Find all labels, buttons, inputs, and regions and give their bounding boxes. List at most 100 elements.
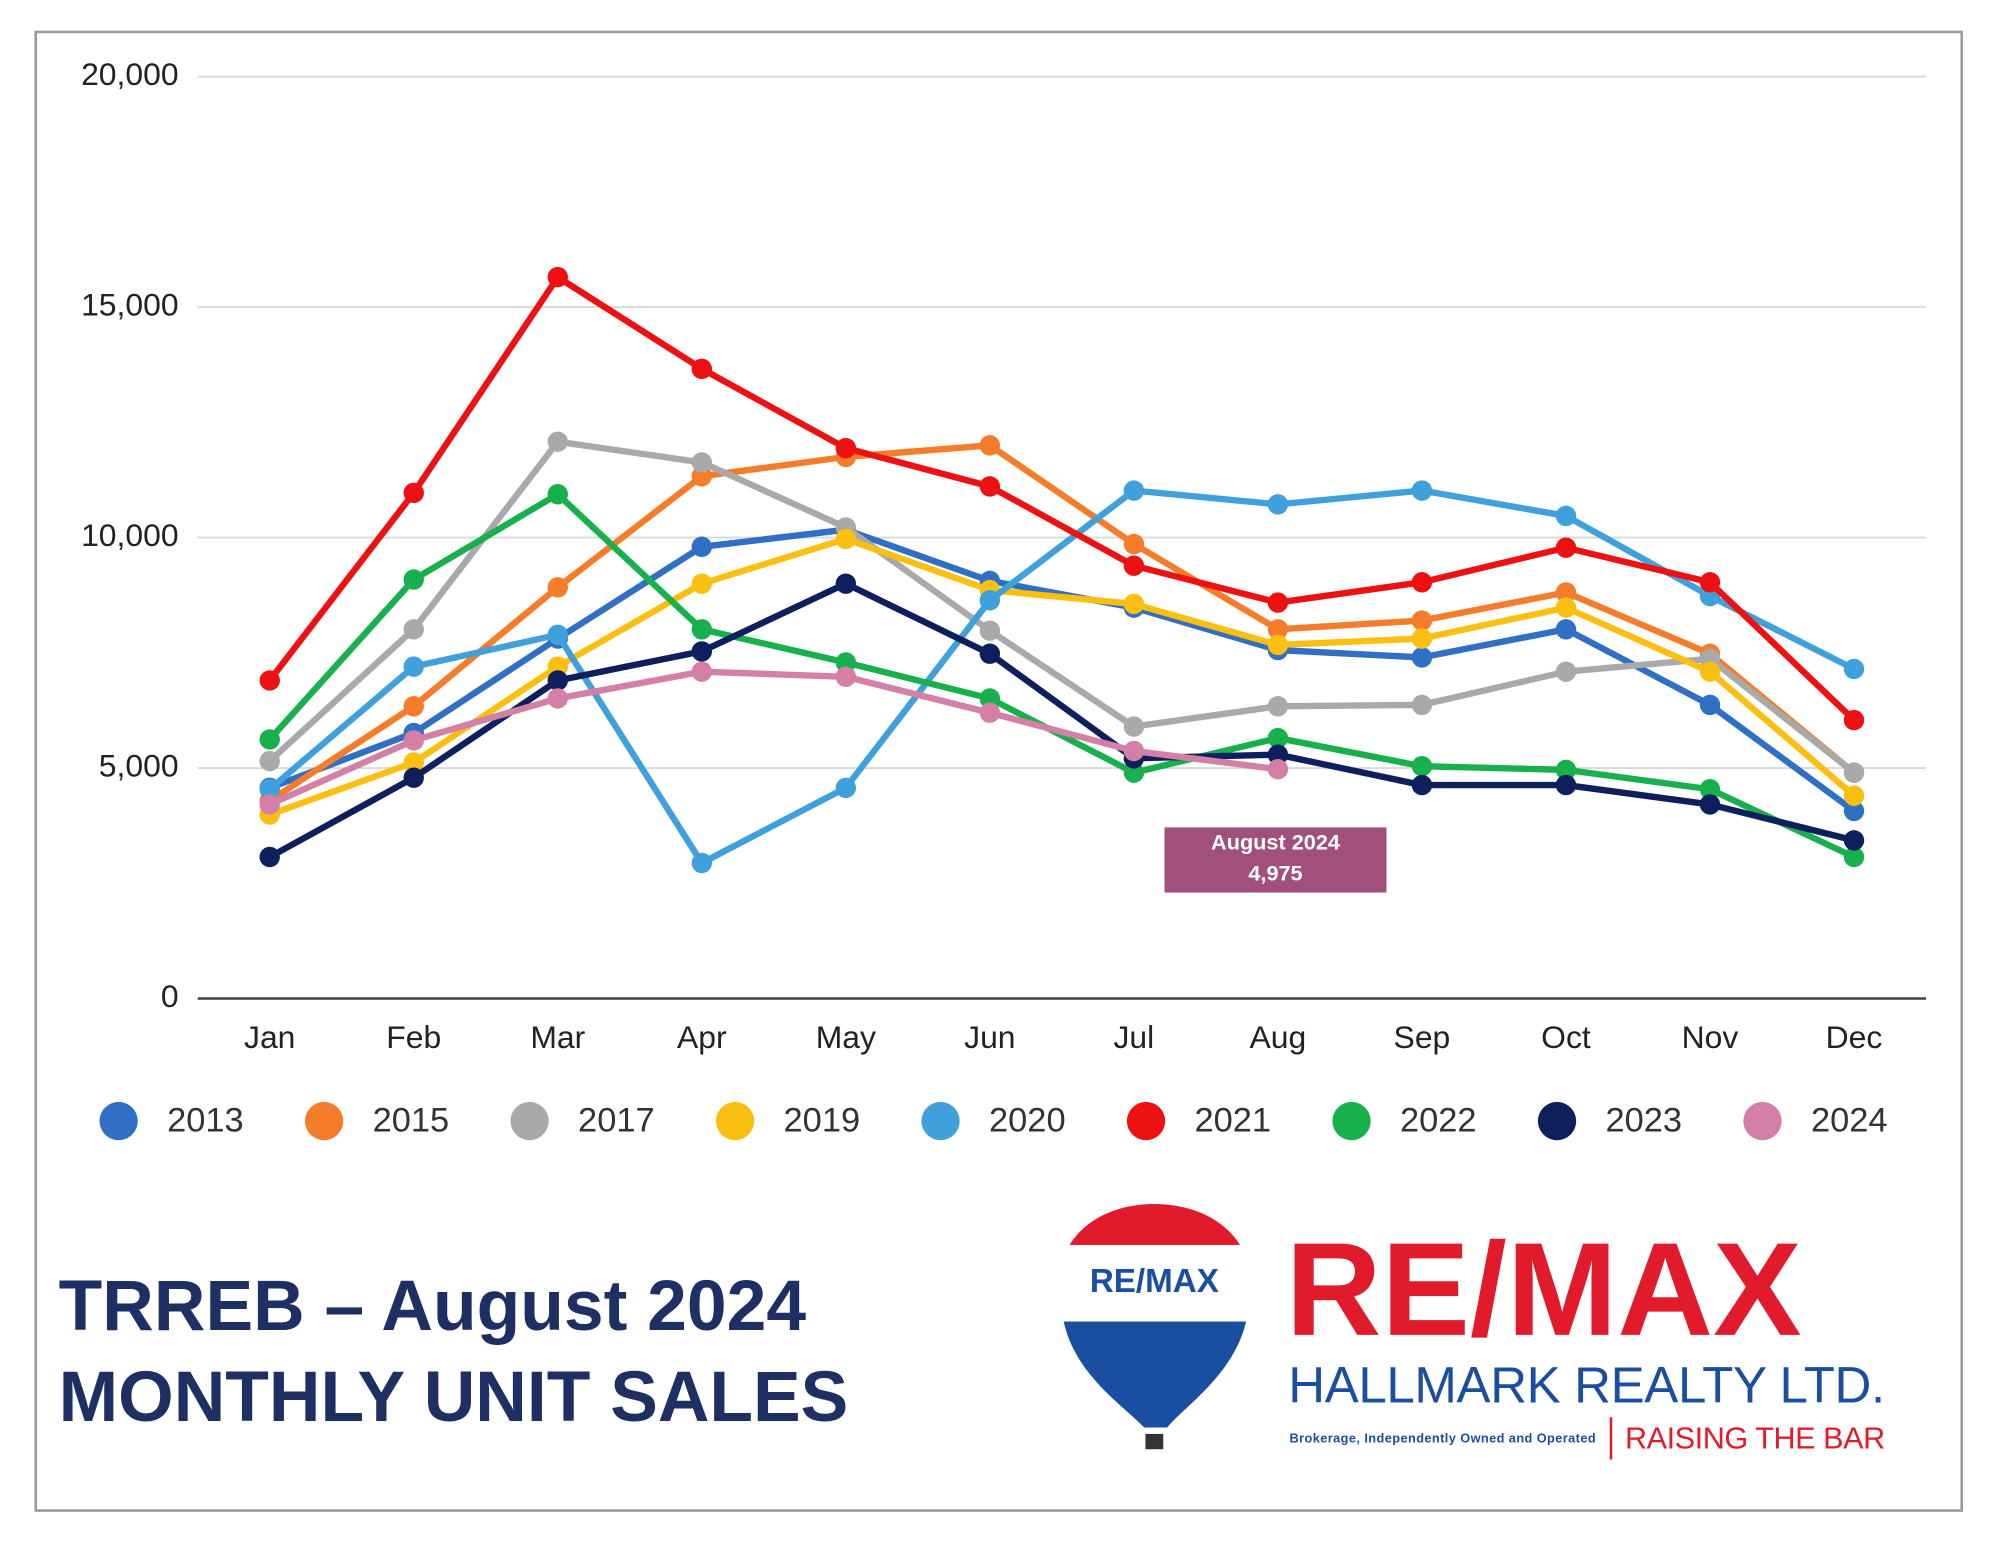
company: HALLMARK REALTY LTD.	[1288, 1357, 1885, 1414]
data-point	[547, 670, 568, 691]
x-tick-label: Nov	[1682, 1019, 1739, 1055]
x-tick-label: Jul	[1113, 1019, 1154, 1055]
legend-marker	[1126, 1101, 1166, 1141]
data-point	[979, 590, 1001, 611]
legend-label: 2023	[1605, 1101, 1682, 1139]
y-tick-label: 15,000	[81, 286, 178, 322]
data-point	[1699, 661, 1721, 682]
balloon-text: RE/MAX	[1090, 1263, 1219, 1300]
y-tick-label: 0	[161, 978, 179, 1014]
data-point	[979, 435, 1001, 456]
data-point	[1267, 494, 1289, 515]
series-line	[268, 535, 1857, 818]
legend-marker	[304, 1101, 344, 1141]
data-point	[547, 688, 568, 709]
data-point	[835, 437, 857, 459]
annotation-text: 4,975	[1248, 860, 1302, 885]
data-point	[1843, 709, 1865, 731]
series-line	[267, 442, 1857, 804]
data-point	[1411, 647, 1433, 668]
x-tick-label: Feb	[386, 1019, 441, 1055]
y-tick-label: 5,000	[99, 747, 179, 783]
series-line	[267, 491, 1856, 860]
data-point	[835, 528, 857, 550]
data-point	[1123, 762, 1145, 783]
balloon-band	[1059, 1244, 1250, 1322]
data-point	[691, 358, 713, 380]
data-point	[835, 573, 857, 594]
data-point	[403, 482, 424, 504]
data-point	[403, 730, 424, 751]
data-point	[691, 619, 713, 640]
data-point	[1123, 480, 1145, 501]
chart-subtitle: MONTHLY UNIT SALES	[59, 1357, 849, 1437]
data-point	[1411, 480, 1433, 501]
data-point	[1267, 727, 1289, 749]
plot: 0 5,000 10,000 15,000 20,000 Jan Feb Mar Apr May J…	[81, 56, 1927, 1141]
data-point	[1123, 716, 1145, 737]
data-point	[1555, 619, 1577, 640]
tagline: Brokerage, Independently Owned and Opera…	[1290, 1430, 1596, 1445]
data-point	[403, 656, 424, 677]
series-line	[268, 668, 1279, 808]
legend-label: 2021	[1195, 1101, 1272, 1139]
data-point	[1123, 740, 1145, 762]
frame	[34, 30, 1964, 1512]
data-point	[1699, 572, 1721, 593]
data-point	[403, 696, 424, 717]
legend-label: 2022	[1400, 1101, 1477, 1139]
data-point	[1411, 694, 1433, 716]
data-point	[691, 661, 713, 682]
data-point	[979, 688, 1001, 709]
data-point	[979, 620, 1001, 641]
data-point	[1843, 658, 1865, 680]
legend-label: 2017	[578, 1101, 655, 1139]
data-point	[1555, 774, 1577, 796]
x-tick-label: Dec	[1826, 1019, 1883, 1055]
legend-marker	[921, 1101, 960, 1141]
data-point	[547, 624, 568, 646]
data-point	[1555, 597, 1577, 618]
data-point	[259, 846, 280, 868]
data-point	[835, 777, 857, 799]
data-point	[1843, 830, 1865, 851]
data-point	[1555, 505, 1577, 527]
data-point	[1267, 619, 1289, 640]
data-point	[547, 266, 568, 288]
data-point	[403, 569, 424, 590]
x-tick-label: Apr	[677, 1019, 727, 1055]
data-point	[1411, 572, 1433, 593]
x-tick-label: Aug	[1250, 1019, 1307, 1055]
data-point	[1411, 610, 1433, 631]
data-point	[259, 670, 280, 691]
data-point	[1123, 593, 1145, 615]
data-point	[403, 767, 424, 788]
legend-marker	[510, 1101, 549, 1141]
data-point	[1555, 582, 1577, 603]
data-point	[259, 779, 280, 800]
legend-label: 2019	[784, 1101, 861, 1139]
data-point	[259, 794, 280, 815]
series-line	[267, 487, 1856, 867]
data-point	[1123, 533, 1145, 555]
annotation-box	[1164, 827, 1387, 893]
data-point	[1555, 537, 1577, 558]
chart-title: TRREB – August 2024	[59, 1266, 807, 1346]
data-point	[1699, 794, 1721, 815]
data-point	[835, 666, 857, 687]
data-point	[547, 484, 568, 505]
legend-label: 2013	[167, 1101, 244, 1139]
legend-marker	[99, 1101, 138, 1141]
data-point	[1411, 755, 1433, 777]
data-point	[403, 619, 424, 640]
data-point	[691, 641, 713, 662]
data-point	[1267, 758, 1289, 780]
data-point	[835, 652, 857, 673]
data-point	[979, 476, 1001, 497]
brand: RE/MAX	[1286, 1216, 1802, 1364]
legend-label: 2024	[1811, 1101, 1888, 1139]
data-point	[547, 431, 568, 452]
x-tick-label: Oct	[1541, 1019, 1591, 1055]
